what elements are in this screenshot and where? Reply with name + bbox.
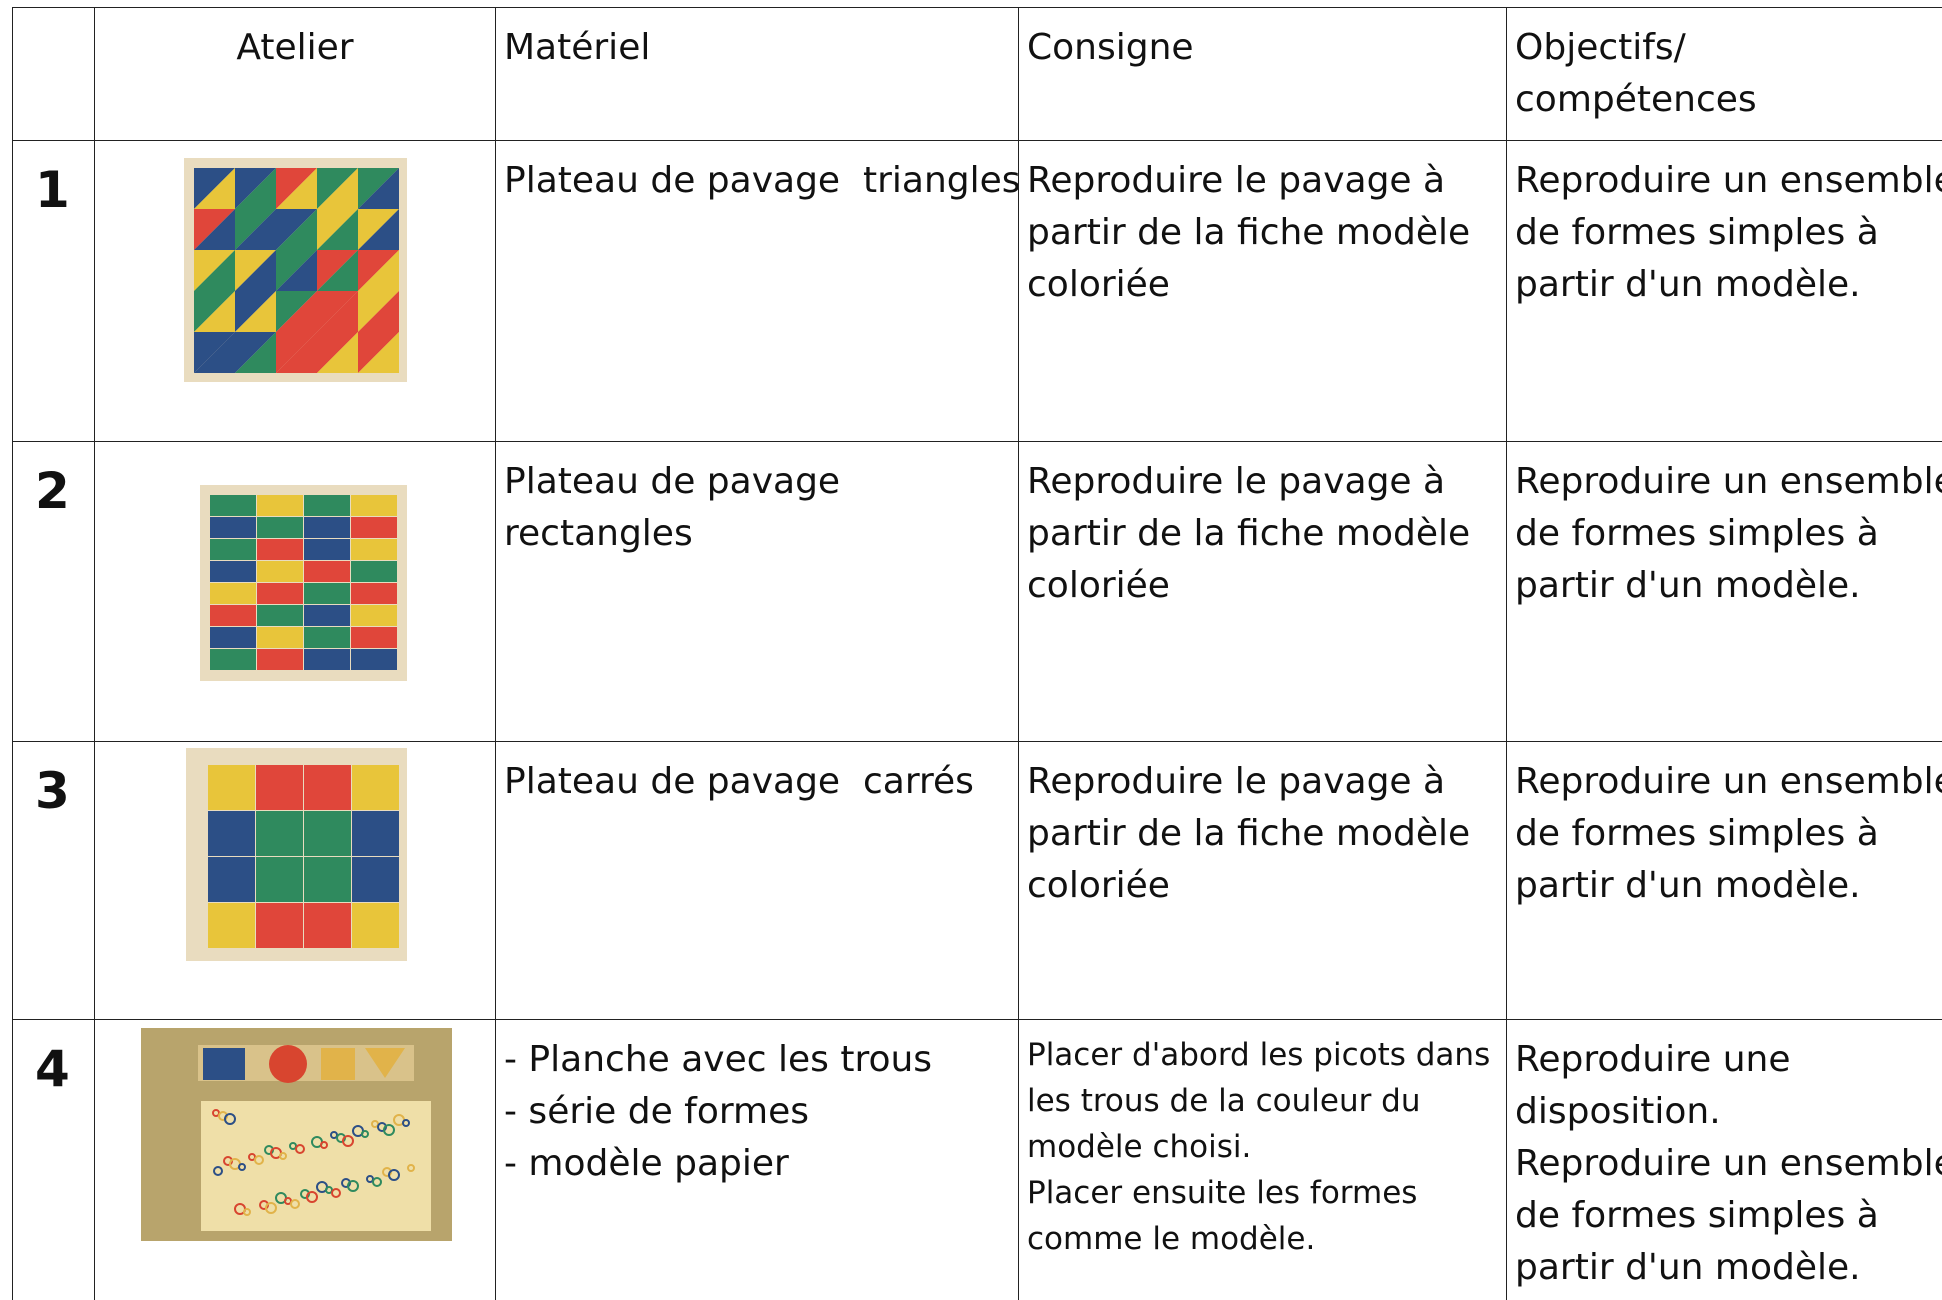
material-photo	[141, 1028, 452, 1241]
table-cell: 4	[12, 1019, 94, 1300]
text-line: coloriée	[1027, 865, 1170, 906]
text-line: partir de la fiche modèle	[1027, 513, 1471, 554]
table-cell: Placer d'abord les picots dans les trous …	[1018, 1019, 1506, 1300]
table-cell: Plateau de pavage rectangles	[495, 441, 1018, 741]
material-photo	[186, 748, 407, 961]
text-line: Placer ensuite les formes	[1027, 1175, 1418, 1211]
table-cell: Plateau de pavage triangles	[495, 140, 1018, 441]
row-number: 4	[35, 1040, 70, 1098]
table-cell	[12, 7, 94, 140]
text-line: Atelier	[236, 27, 354, 68]
materiel-text: Plateau de pavage carrés	[504, 756, 974, 808]
text-line: rectangles	[504, 513, 693, 554]
row-number: 2	[35, 462, 70, 520]
text-line: de formes simples à	[1515, 212, 1879, 253]
table-cell: Reproduire le pavage à partir de la fiche…	[1018, 741, 1506, 1019]
text-line: - modèle papier	[504, 1143, 789, 1184]
table-cell: Consigne	[1018, 7, 1506, 140]
row-number: 3	[35, 762, 70, 820]
text-line: Reproduire une	[1515, 1039, 1791, 1080]
table-cell: 3	[12, 741, 94, 1019]
table-cell	[94, 441, 495, 741]
table-cell	[94, 741, 495, 1019]
table-cell: 1	[12, 140, 94, 441]
table-cell: Reproduire un ensemble de formes simples …	[1506, 441, 1942, 741]
table-cell: Matériel	[495, 7, 1018, 140]
table-cell: Reproduire un ensemble de formes simples …	[1506, 140, 1942, 441]
table-cell: Atelier	[94, 7, 495, 140]
header-text: Objectifs/compétences	[1515, 22, 1757, 126]
text-line: Reproduire le pavage à	[1027, 461, 1446, 502]
table-cell: Reproduire le pavage à partir de la fiche…	[1018, 441, 1506, 741]
text-line: Reproduire un ensemble	[1515, 1143, 1942, 1184]
table-cell: Reproduire une disposition. Reproduire un …	[1506, 1019, 1942, 1300]
consigne-text: Reproduire le pavage à partir de la fiche…	[1027, 456, 1470, 612]
table-cell: Reproduire le pavage à partir de la fiche…	[1018, 140, 1506, 441]
text-line: Objectifs/	[1515, 27, 1686, 68]
text-line: de formes simples à	[1515, 1195, 1879, 1236]
row-number: 1	[35, 161, 70, 219]
text-line: partir de la fiche modèle	[1027, 813, 1471, 854]
text-line: Reproduire le pavage à	[1027, 761, 1446, 802]
text-line: Consigne	[1027, 27, 1194, 68]
table-cell: 2	[12, 441, 94, 741]
consigne-text: Reproduire le pavage à partir de la fiche…	[1027, 155, 1470, 311]
materiel-text: Plateau de pavage triangles	[504, 155, 1018, 207]
table-cell	[94, 140, 495, 441]
text-line: Matériel	[504, 27, 651, 68]
materiel-text: - Planche avec les trous - série de forme…	[504, 1034, 932, 1190]
text-line: partir d'un modèle.	[1515, 565, 1861, 606]
text-line: compétences	[1515, 79, 1757, 120]
table-cell: Objectifs/compétences	[1506, 7, 1942, 140]
text-line: Plateau de pavage carrés	[504, 761, 974, 802]
text-line: les trous de la couleur du	[1027, 1083, 1421, 1119]
text-line: - Planche avec les trous	[504, 1039, 933, 1080]
text-line: comme le modèle.	[1027, 1221, 1316, 1257]
table-cell: Reproduire un ensemble de formes simples …	[1506, 741, 1942, 1019]
text-line: partir de la fiche modèle	[1027, 212, 1471, 253]
material-photo	[200, 485, 407, 681]
text-line: Placer d'abord les picots dans	[1027, 1037, 1491, 1073]
consigne-text: Reproduire le pavage à partir de la fiche…	[1027, 756, 1470, 912]
text-line: Plateau de pavage	[504, 461, 841, 502]
text-line: Reproduire le pavage à	[1027, 160, 1446, 201]
objectifs-text: Reproduire un ensemble de formes simples …	[1515, 155, 1942, 311]
objectifs-text: Reproduire un ensemble de formes simples …	[1515, 456, 1942, 612]
text-line: de formes simples à	[1515, 513, 1879, 554]
text-line: disposition.	[1515, 1091, 1721, 1132]
header-text: Matériel	[504, 22, 650, 74]
objectifs-text: Reproduire une disposition. Reproduire un …	[1515, 1034, 1942, 1294]
text-line: coloriée	[1027, 264, 1170, 305]
table-cell: - Planche avec les trous - série de forme…	[495, 1019, 1018, 1300]
objectifs-text: Reproduire un ensemble de formes simples …	[1515, 756, 1942, 912]
text-line: Reproduire un ensemble	[1515, 761, 1942, 802]
text-line: partir d'un modèle.	[1515, 865, 1861, 906]
text-line: modèle choisi.	[1027, 1129, 1252, 1165]
text-line: - série de formes	[504, 1091, 810, 1132]
text-line: de formes simples à	[1515, 813, 1879, 854]
text-line: Reproduire un ensemble	[1515, 461, 1942, 502]
header-text: Atelier	[95, 22, 495, 74]
materiel-text: Plateau de pavage rectangles	[504, 456, 840, 560]
text-line: Plateau de pavage triangles	[504, 160, 1018, 201]
table-cell: Plateau de pavage carrés	[495, 741, 1018, 1019]
text-line: Reproduire un ensemble	[1515, 160, 1942, 201]
material-photo	[184, 158, 407, 382]
text-line: partir d'un modèle.	[1515, 264, 1861, 305]
consigne-text: Placer d'abord les picots dans les trous …	[1027, 1032, 1490, 1262]
header-text: Consigne	[1027, 22, 1194, 74]
text-line: coloriée	[1027, 565, 1170, 606]
text-line: partir d'un modèle.	[1515, 1247, 1861, 1288]
table-cell	[94, 1019, 495, 1300]
